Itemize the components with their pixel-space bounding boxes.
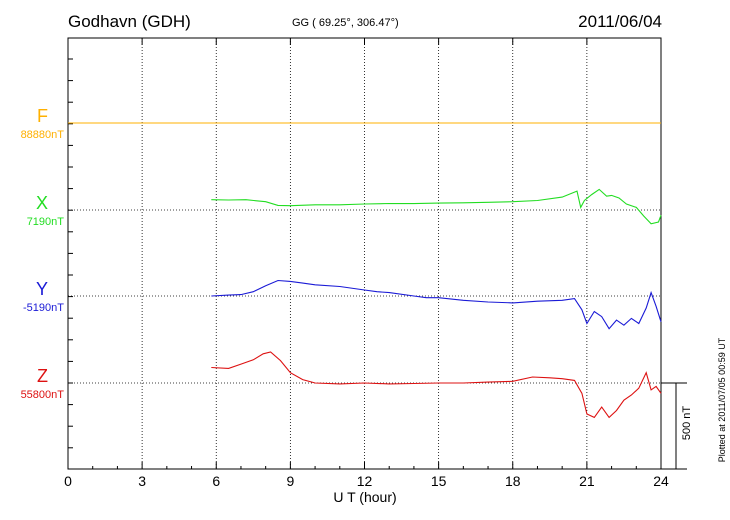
x-tick-label: 0 xyxy=(64,473,72,489)
x-axis-ticks: 0 3 6 9 12 15 18 21 24 xyxy=(64,38,669,489)
channel-letter-y: Y xyxy=(35,279,48,299)
x-tick-label: 21 xyxy=(579,473,595,489)
x-tick-label: 6 xyxy=(212,473,220,489)
x-tick-label: 18 xyxy=(505,473,521,489)
plotted-timestamp: Plotted at 2011/07/05 00:59 UT xyxy=(717,337,727,463)
chart-date: 2011/06/04 xyxy=(578,12,662,31)
series-line-z xyxy=(211,351,662,419)
channel-baseline-label-z: 55800nT xyxy=(20,389,64,401)
station-title: Godhavn (GDH) xyxy=(68,12,191,31)
station-coords: GG ( 69.25°, 306.47°) xyxy=(292,17,399,29)
series-line-x xyxy=(211,188,662,225)
x-tick-label: 15 xyxy=(431,473,447,489)
x-axis-label: U T (hour) xyxy=(333,489,397,505)
channel-letter-f: F xyxy=(37,106,48,126)
channel-letter-z: Z xyxy=(37,366,48,386)
channel-baseline-label-y: -5190nT xyxy=(23,302,64,314)
x-tick-label: 12 xyxy=(357,473,373,489)
channel-baseline-label-x: 7190nT xyxy=(26,216,64,228)
series-lines xyxy=(68,122,662,419)
x-tick-label: 3 xyxy=(138,473,146,489)
x-tick-label: 9 xyxy=(286,473,294,489)
scale-bar-label: 500 nT xyxy=(681,405,693,441)
channel-letter-x: X xyxy=(35,193,48,213)
x-tick-label: 24 xyxy=(653,473,669,489)
channel-baseline-label-f: 88880nT xyxy=(20,129,64,141)
series-line-y xyxy=(211,279,662,330)
scale-bar xyxy=(661,382,687,470)
grid xyxy=(141,38,588,469)
